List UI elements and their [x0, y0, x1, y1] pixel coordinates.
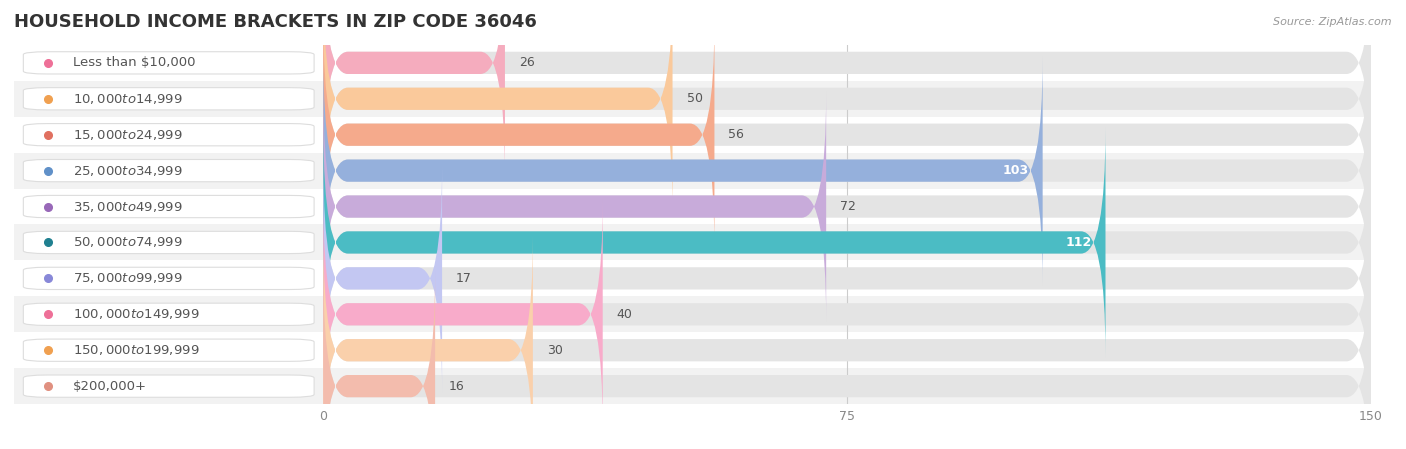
FancyBboxPatch shape: [323, 20, 714, 249]
Text: 112: 112: [1066, 236, 1091, 249]
Bar: [323, 332, 1371, 368]
Bar: [14, 81, 323, 117]
Text: $200,000+: $200,000+: [73, 380, 146, 392]
Bar: [323, 296, 1371, 332]
Bar: [323, 260, 1371, 296]
Bar: [14, 45, 323, 81]
FancyBboxPatch shape: [24, 159, 314, 182]
FancyBboxPatch shape: [323, 236, 1371, 449]
Text: Less than $10,000: Less than $10,000: [73, 57, 195, 69]
FancyBboxPatch shape: [323, 164, 1371, 393]
Bar: [323, 368, 1371, 404]
Bar: [323, 153, 1371, 189]
FancyBboxPatch shape: [323, 200, 603, 429]
Text: 40: 40: [617, 308, 633, 321]
Text: $25,000 to $34,999: $25,000 to $34,999: [73, 163, 183, 178]
FancyBboxPatch shape: [24, 88, 314, 110]
FancyBboxPatch shape: [323, 56, 1371, 285]
FancyBboxPatch shape: [24, 52, 314, 74]
FancyBboxPatch shape: [323, 236, 533, 449]
FancyBboxPatch shape: [323, 128, 1371, 357]
Text: 50: 50: [686, 92, 703, 105]
Text: 16: 16: [449, 380, 465, 392]
FancyBboxPatch shape: [24, 267, 314, 290]
Bar: [14, 332, 323, 368]
Bar: [323, 45, 1371, 81]
FancyBboxPatch shape: [323, 200, 1371, 429]
FancyBboxPatch shape: [323, 272, 1371, 449]
Bar: [14, 224, 323, 260]
Text: 26: 26: [519, 57, 534, 69]
FancyBboxPatch shape: [323, 164, 441, 393]
Bar: [14, 153, 323, 189]
FancyBboxPatch shape: [323, 272, 434, 449]
Bar: [323, 117, 1371, 153]
FancyBboxPatch shape: [24, 231, 314, 254]
Bar: [14, 189, 323, 224]
Text: $150,000 to $199,999: $150,000 to $199,999: [73, 343, 200, 357]
Text: 72: 72: [841, 200, 856, 213]
FancyBboxPatch shape: [24, 123, 314, 146]
FancyBboxPatch shape: [24, 195, 314, 218]
Bar: [14, 117, 323, 153]
FancyBboxPatch shape: [24, 303, 314, 326]
FancyBboxPatch shape: [323, 0, 672, 213]
Bar: [323, 189, 1371, 224]
FancyBboxPatch shape: [323, 0, 1371, 213]
FancyBboxPatch shape: [323, 92, 1371, 321]
Bar: [323, 224, 1371, 260]
Text: 30: 30: [547, 344, 562, 357]
FancyBboxPatch shape: [323, 128, 1105, 357]
Text: $10,000 to $14,999: $10,000 to $14,999: [73, 92, 183, 106]
FancyBboxPatch shape: [24, 339, 314, 361]
Bar: [14, 296, 323, 332]
Bar: [14, 260, 323, 296]
Text: HOUSEHOLD INCOME BRACKETS IN ZIP CODE 36046: HOUSEHOLD INCOME BRACKETS IN ZIP CODE 36…: [14, 13, 537, 31]
FancyBboxPatch shape: [323, 20, 1371, 249]
FancyBboxPatch shape: [24, 375, 314, 397]
Bar: [14, 368, 323, 404]
Text: $100,000 to $149,999: $100,000 to $149,999: [73, 307, 200, 321]
Text: 17: 17: [456, 272, 472, 285]
FancyBboxPatch shape: [323, 92, 827, 321]
Text: 56: 56: [728, 128, 744, 141]
Text: 103: 103: [1002, 164, 1029, 177]
Text: $15,000 to $24,999: $15,000 to $24,999: [73, 128, 183, 142]
Text: $50,000 to $74,999: $50,000 to $74,999: [73, 235, 183, 250]
Text: $35,000 to $49,999: $35,000 to $49,999: [73, 199, 183, 214]
FancyBboxPatch shape: [323, 0, 1371, 177]
Bar: [323, 81, 1371, 117]
Text: $75,000 to $99,999: $75,000 to $99,999: [73, 271, 183, 286]
Text: Source: ZipAtlas.com: Source: ZipAtlas.com: [1274, 18, 1392, 27]
FancyBboxPatch shape: [323, 56, 1043, 285]
FancyBboxPatch shape: [323, 0, 505, 177]
